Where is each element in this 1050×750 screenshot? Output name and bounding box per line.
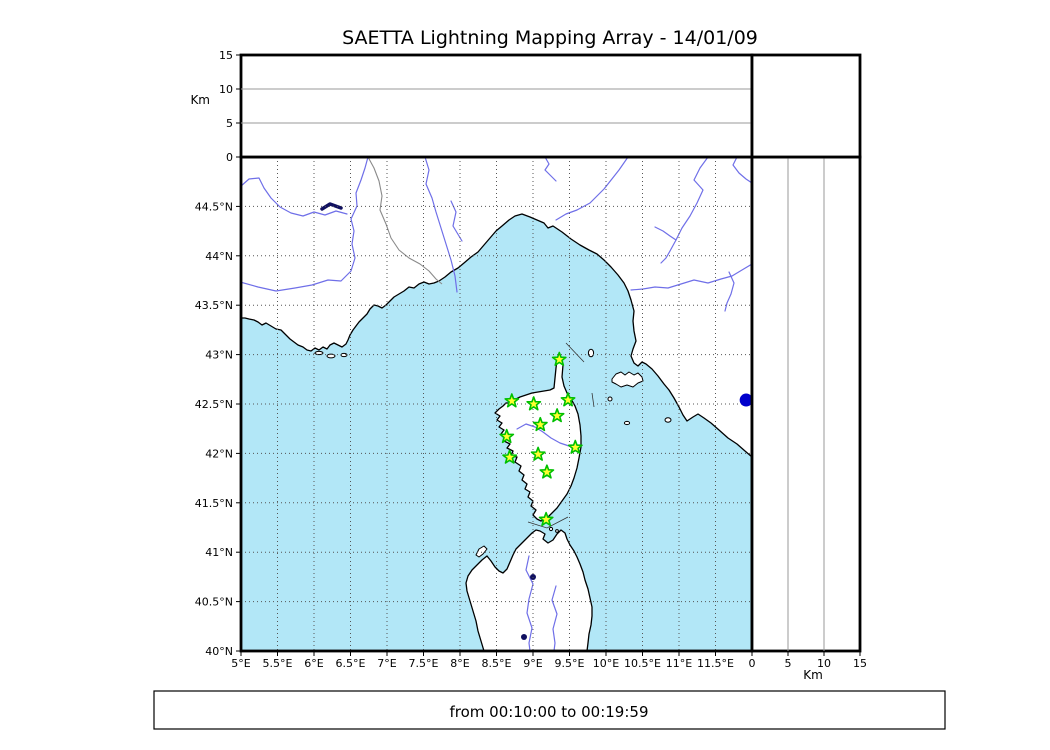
river xyxy=(630,263,752,291)
time-range-text: from 00:10:00 to 00:19:59 xyxy=(449,703,648,721)
lat-tick-label: 41°N xyxy=(205,546,233,559)
island-elba xyxy=(611,371,644,388)
station-marker xyxy=(499,428,515,444)
top-altitude-panel xyxy=(239,53,754,159)
river xyxy=(660,157,709,264)
country-border xyxy=(367,157,443,285)
altitude-unit-label-right: Km xyxy=(803,668,823,682)
maritime-lines xyxy=(527,342,595,529)
right-panel-gridlines xyxy=(787,157,825,651)
maritime-line xyxy=(591,392,595,408)
island-asinara xyxy=(475,545,488,558)
river xyxy=(241,157,369,292)
altitude-tick-label: 0 xyxy=(226,151,233,164)
lat-tick-label: 40°N xyxy=(205,645,233,658)
lon-tick-label: 10.5°E xyxy=(624,657,661,670)
lat-tick-label: 42.5°N xyxy=(195,398,233,411)
lon-tick-label: 11°E xyxy=(666,657,692,670)
island-pianosa xyxy=(623,420,631,426)
lat-tick-label: 40.5°N xyxy=(195,596,233,609)
station-marker xyxy=(539,464,555,479)
island-maddalena-2 xyxy=(555,529,559,533)
maritime-line xyxy=(565,342,585,363)
island-maddalena-1 xyxy=(548,526,554,532)
right-altitude-panel xyxy=(750,155,862,653)
river xyxy=(551,585,558,651)
altitude-tick-label: 10 xyxy=(219,83,233,96)
rivers xyxy=(241,157,752,651)
right-panel-frame xyxy=(750,155,862,653)
altitude-tick-label: 15 xyxy=(853,657,867,670)
station-marker xyxy=(504,393,520,408)
corner-panel xyxy=(750,53,862,159)
time-range-box: from 00:10:00 to 00:19:59 xyxy=(153,690,946,730)
lon-tick-label: 7°E xyxy=(377,657,396,670)
lightning-event-dot xyxy=(739,393,752,407)
river xyxy=(654,226,677,241)
station-marker xyxy=(549,408,565,423)
station-marker xyxy=(502,449,518,464)
lon-tick-label: 10°E xyxy=(593,657,619,670)
island-gorgona xyxy=(607,396,613,402)
altitude-tick-label: 0 xyxy=(749,657,756,670)
map-panel xyxy=(239,155,754,653)
time-range-frame xyxy=(153,690,946,730)
lon-tick-label: 11.5°E xyxy=(697,657,734,670)
lon-tick-label: 8.5°E xyxy=(482,657,512,670)
axis-labels: 40°N 40.5°N 41°N 41.5°N 42°N 42.5°N 43°N 43.5°N… xyxy=(195,49,867,670)
station-marker xyxy=(560,392,576,407)
lon-tick-label: 9.5°E xyxy=(555,657,585,670)
lat-tick-label: 44.5°N xyxy=(195,200,233,213)
lon-tick-label: 7.5°E xyxy=(409,657,439,670)
lat-tick-label: 41.5°N xyxy=(195,497,233,510)
coastline-mainland xyxy=(241,157,752,458)
top-panel-frame xyxy=(239,53,754,159)
island-giglio xyxy=(664,417,672,423)
island-sardinia xyxy=(465,529,593,651)
island-capraia xyxy=(587,348,595,358)
top-panel-gridlines xyxy=(241,88,752,124)
station-marker xyxy=(530,446,546,461)
island-hyeres-1 xyxy=(314,350,324,356)
river xyxy=(555,157,629,221)
altitude-tick-label: 5 xyxy=(785,657,792,670)
river xyxy=(525,555,534,651)
figure-title: SAETTA Lightning Mapping Array - 14/01/0… xyxy=(342,27,758,49)
river xyxy=(516,423,575,449)
lat-tick-label: 43°N xyxy=(205,349,233,362)
station-marker xyxy=(567,439,583,454)
lat-tick-label: 42°N xyxy=(205,447,233,460)
lat-tick-label: 43.5°N xyxy=(195,299,233,312)
river xyxy=(544,157,557,182)
altitude-unit-label-left: Km xyxy=(190,93,210,107)
station-markers xyxy=(499,351,583,527)
station-marker xyxy=(526,396,542,411)
maritime-line xyxy=(527,516,569,529)
lon-tick-label: 5°E xyxy=(231,657,250,670)
altitude-tick-label: 10 xyxy=(817,657,831,670)
altitude-tick-label: 5 xyxy=(226,117,233,130)
lon-tick-label: 6.5°E xyxy=(336,657,366,670)
station-marker xyxy=(551,351,567,366)
lon-tick-label: 6°E xyxy=(304,657,323,670)
event-layer xyxy=(739,393,752,407)
river xyxy=(241,177,348,217)
river xyxy=(724,271,735,312)
altitude-tick-label: 15 xyxy=(219,49,233,62)
lake-sardinia-2 xyxy=(521,634,527,640)
river xyxy=(424,157,458,293)
river xyxy=(732,157,752,184)
lon-tick-label: 9°E xyxy=(523,657,542,670)
lat-tick-label: 44°N xyxy=(205,250,233,263)
station-marker xyxy=(532,416,548,432)
lon-tick-label: 5.5°E xyxy=(263,657,293,670)
station-marker xyxy=(538,511,554,527)
lon-tick-label: 8°E xyxy=(450,657,469,670)
